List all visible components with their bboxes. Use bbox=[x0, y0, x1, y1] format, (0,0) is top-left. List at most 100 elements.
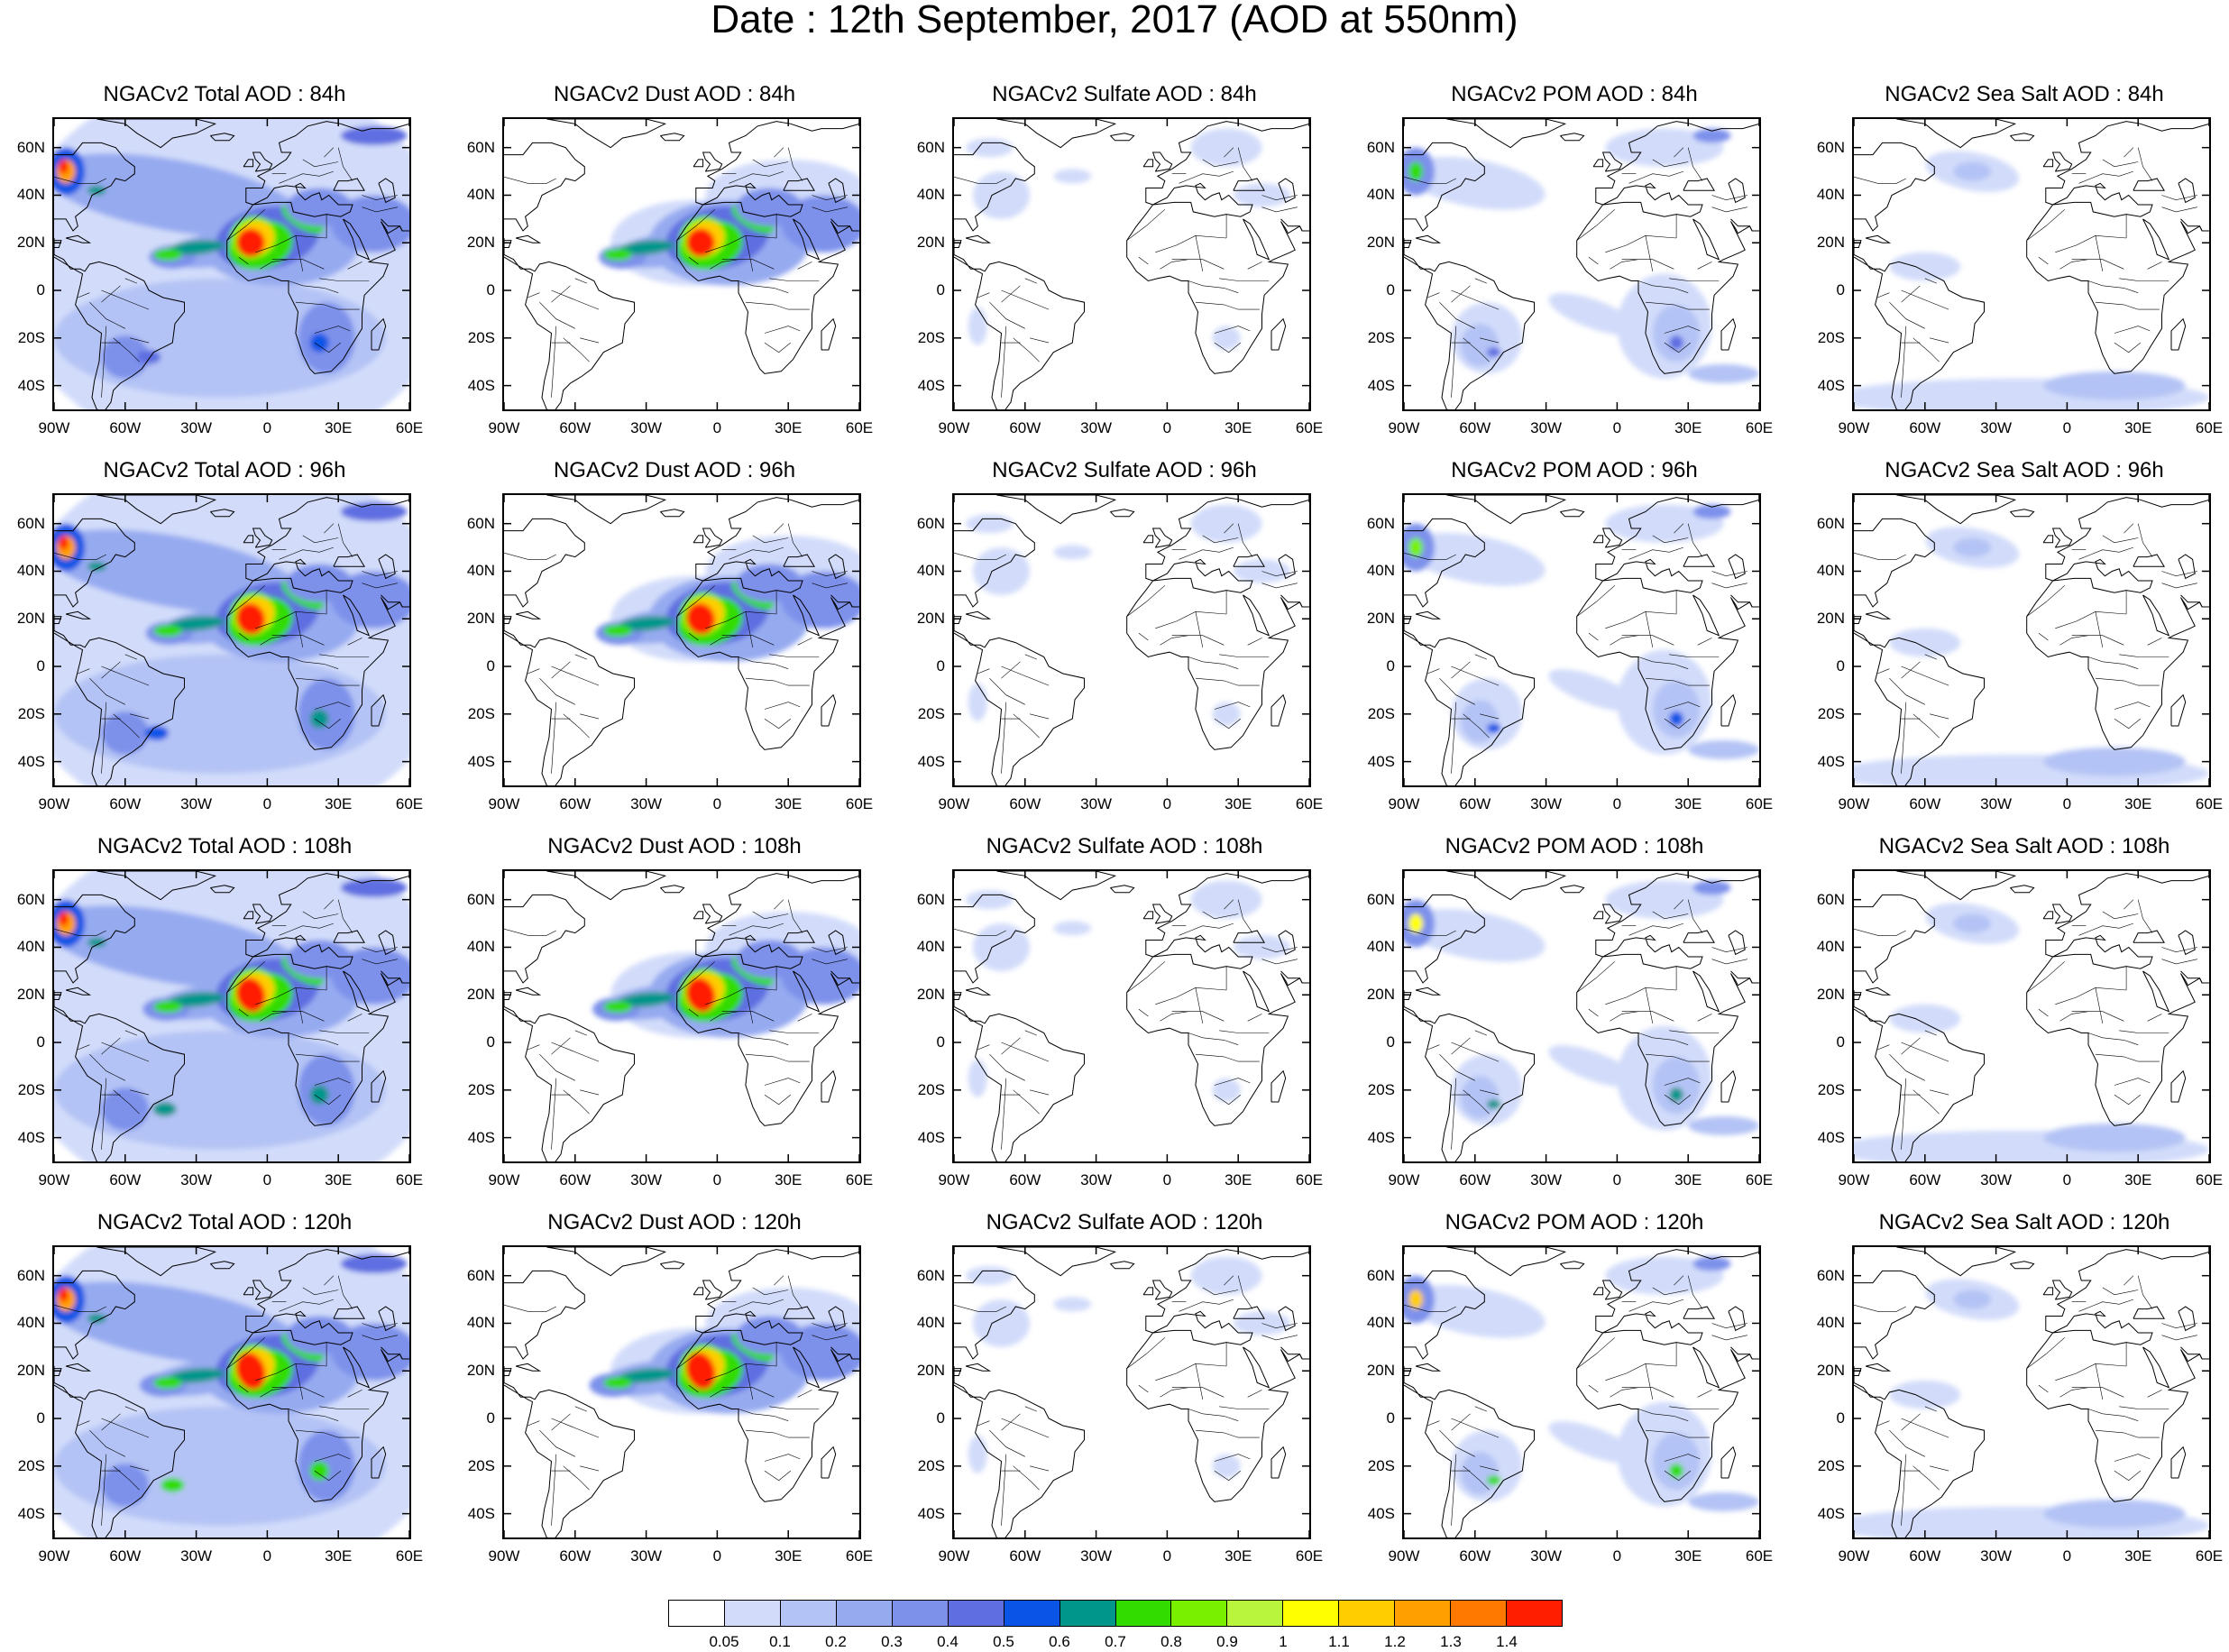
coastline bbox=[226, 497, 409, 750]
coastline bbox=[1896, 871, 2017, 901]
aerosol-plume bbox=[1669, 711, 1683, 727]
lon-tick-label: 30E bbox=[1225, 1171, 1252, 1189]
coastline bbox=[1270, 317, 1287, 351]
map-panel: NGACv2 POM AOD : 84h 60N 40N 20N 0 20S 40S 90W 6… bbox=[1350, 81, 1799, 451]
country-border bbox=[295, 611, 304, 647]
country-border bbox=[812, 947, 848, 953]
country-border bbox=[1854, 176, 1906, 184]
country-border bbox=[1697, 1014, 1712, 1022]
country-border bbox=[1001, 665, 1050, 686]
coastline bbox=[1270, 1069, 1287, 1103]
coastline bbox=[1243, 218, 1270, 261]
country-border bbox=[2055, 610, 2127, 629]
coastline bbox=[1602, 182, 1703, 217]
country-border bbox=[1001, 285, 1021, 303]
country-border bbox=[1155, 234, 1227, 253]
coastline bbox=[1720, 693, 1737, 727]
country-border bbox=[1171, 1387, 1225, 1398]
lat-tick-label: 60N bbox=[916, 138, 945, 156]
axis-ticks bbox=[1854, 495, 2209, 785]
country-border bbox=[551, 1078, 557, 1150]
lon-tick-label: 30E bbox=[325, 795, 353, 812]
lat-tick-label: 60N bbox=[916, 1266, 945, 1284]
country-border bbox=[580, 1089, 600, 1096]
country-border bbox=[54, 1304, 106, 1312]
aod-field bbox=[1854, 1279, 2209, 1537]
coastline bbox=[821, 317, 837, 351]
country-border bbox=[288, 1409, 339, 1421]
country-border bbox=[1588, 256, 1599, 265]
country-border bbox=[769, 278, 820, 281]
coastline bbox=[1854, 990, 1985, 1161]
map-panel: NGACv2 Dust AOD : 120h 60N 40N 20N 0 20S 40S 90… bbox=[450, 1209, 899, 1579]
country-border bbox=[527, 1420, 540, 1427]
country-border bbox=[130, 337, 150, 344]
country-border bbox=[1645, 1053, 1710, 1062]
map-frame bbox=[1852, 1245, 2211, 1539]
lon-tick-label: 30E bbox=[1225, 795, 1252, 812]
country-border bbox=[787, 523, 803, 557]
country-border bbox=[1930, 1089, 1949, 1096]
country-border bbox=[1913, 1465, 1940, 1491]
country-border bbox=[977, 668, 990, 675]
country-border bbox=[551, 665, 600, 686]
aerosol-plume bbox=[1548, 1045, 1638, 1088]
country-border bbox=[551, 285, 571, 303]
panel-title: NGACv2 Total AOD : 84h bbox=[103, 82, 346, 106]
coastline bbox=[965, 987, 992, 996]
coastline bbox=[2133, 554, 2165, 567]
aod-map bbox=[54, 495, 409, 785]
country-border bbox=[1687, 523, 1703, 557]
country-border bbox=[226, 1337, 265, 1369]
coastline bbox=[371, 693, 387, 727]
country-border bbox=[130, 1089, 150, 1096]
panel-title: NGACv2 Total AOD : 120h bbox=[96, 1210, 353, 1234]
coastline bbox=[1446, 119, 1567, 149]
coastline bbox=[378, 554, 396, 580]
lon-tick-label: 60E bbox=[395, 419, 424, 436]
lat-tick-label: 20S bbox=[17, 1456, 45, 1474]
lat-tick-label: 20N bbox=[1816, 1362, 1845, 1380]
aerosol-plume bbox=[1692, 880, 1731, 895]
coastline bbox=[1720, 317, 1737, 351]
country-border bbox=[1664, 1078, 1701, 1086]
coastline bbox=[1683, 1306, 1715, 1319]
country-border bbox=[314, 718, 341, 730]
aod-field bbox=[1404, 1256, 1759, 1511]
country-border bbox=[362, 959, 398, 965]
coastline bbox=[1404, 614, 1535, 785]
coastline bbox=[2010, 885, 2035, 894]
panel-title: NGACv2 Sulfate AOD : 120h bbox=[986, 1210, 1263, 1234]
aerosol-plume bbox=[101, 335, 150, 379]
map-panel: NGACv2 Sulfate AOD : 108h 60N 40N 20N 0 20S 40… bbox=[900, 833, 1349, 1203]
country-border bbox=[738, 280, 789, 293]
country-border bbox=[2095, 987, 2104, 1023]
country-border bbox=[1588, 1008, 1599, 1017]
coastline bbox=[1280, 218, 1303, 232]
country-border bbox=[2038, 1384, 2049, 1393]
lat-tick-label: 60N bbox=[1816, 514, 1845, 532]
lon-tick-label: 60W bbox=[559, 795, 592, 812]
country-border bbox=[2147, 638, 2162, 646]
coastline bbox=[1602, 1310, 1703, 1345]
coastline bbox=[676, 121, 859, 374]
coastline bbox=[378, 930, 396, 956]
colorbar-swatch bbox=[1227, 1601, 1284, 1626]
lat-tick-label: 0 bbox=[486, 1409, 495, 1427]
country-border bbox=[1247, 262, 1262, 270]
panel-title: NGACv2 Sulfate AOD : 84h bbox=[992, 82, 1257, 106]
lat-tick-label: 40N bbox=[1366, 186, 1395, 204]
lat-tick-label: 60N bbox=[16, 138, 45, 156]
country-border bbox=[78, 1420, 90, 1427]
country-border bbox=[764, 718, 791, 730]
lon-tick-label: 90W bbox=[1838, 419, 1870, 436]
lat-tick-label: 40S bbox=[917, 1504, 945, 1522]
country-border bbox=[1901, 1078, 1907, 1150]
country-border bbox=[1901, 665, 1949, 686]
country-border bbox=[1013, 1465, 1040, 1491]
lon-tick-label: 60W bbox=[1909, 419, 1941, 436]
country-border bbox=[812, 959, 848, 965]
lon-tick-label: 30W bbox=[1080, 795, 1113, 812]
aod-map bbox=[1854, 871, 2209, 1161]
aerosol-plume bbox=[1688, 1491, 1759, 1511]
